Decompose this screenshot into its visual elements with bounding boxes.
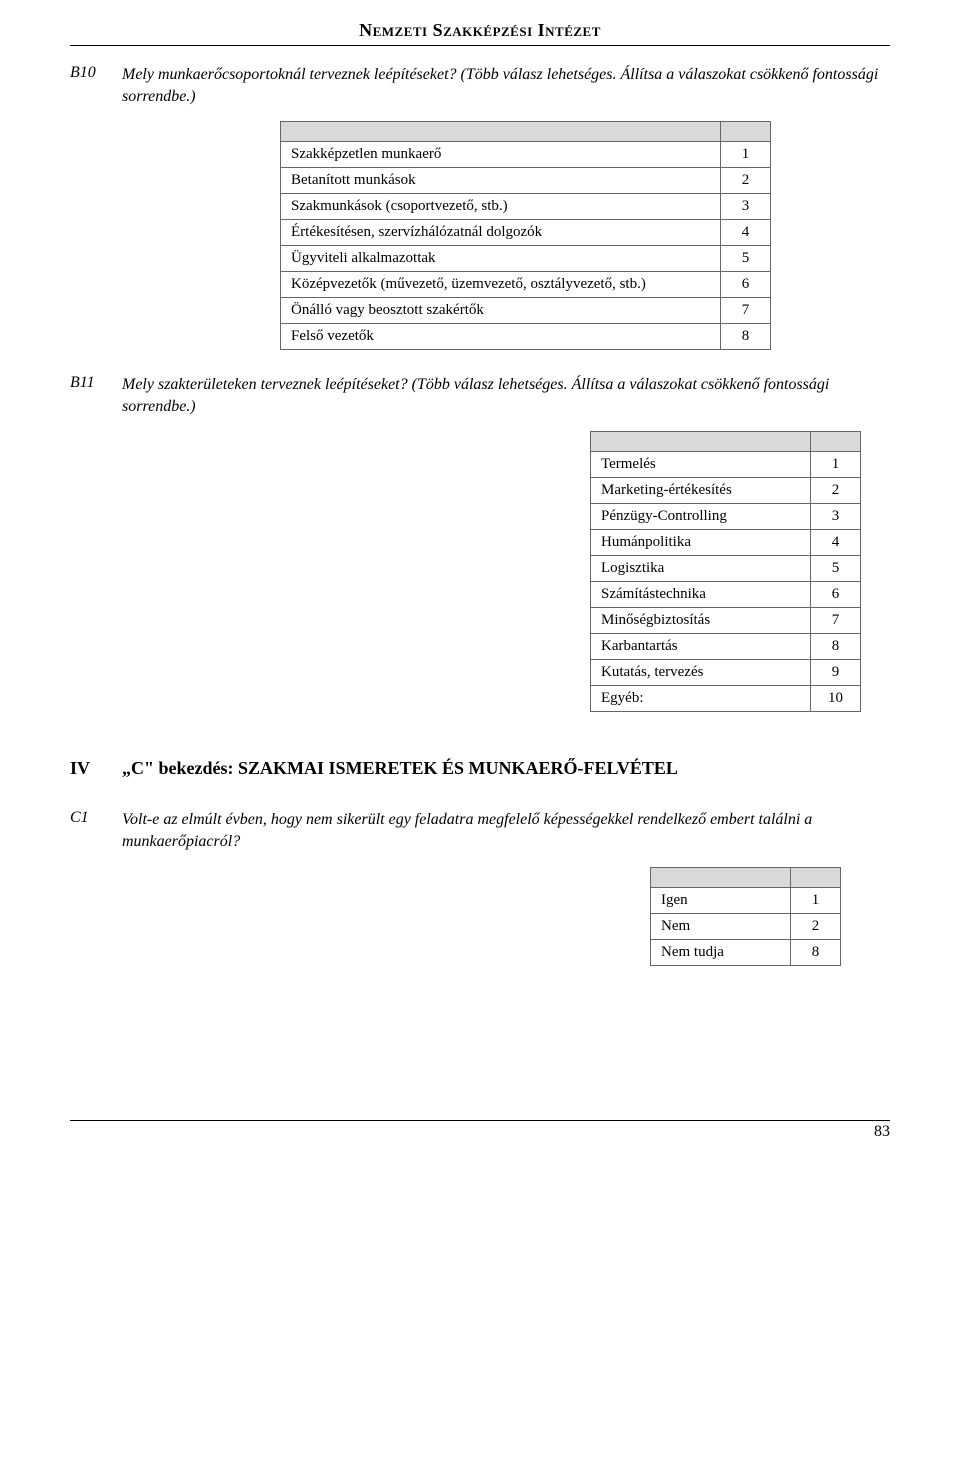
- table-header-row: [591, 432, 861, 452]
- question-text: Mely munkaerőcsoportoknál terveznek leép…: [122, 64, 890, 107]
- question-number: B10: [70, 64, 122, 82]
- table-b10: Szakképzetlen munkaerő1Betanított munkás…: [280, 121, 771, 350]
- page-number: 83: [70, 1121, 890, 1141]
- option-label: Szakképzetlen munkaerő: [281, 142, 721, 168]
- table-row: Humánpolitika4: [591, 530, 861, 556]
- option-label: Felső vezetők: [281, 324, 721, 350]
- table-row: Középvezetők (művezető, üzemvezető, oszt…: [281, 272, 771, 298]
- table-b11: Termelés1Marketing-értékesítés2Pénzügy-C…: [590, 431, 861, 712]
- question-c1: C1 Volt-e az elmúlt évben, hogy nem sike…: [70, 809, 890, 852]
- table-c1-wrap: Igen1Nem2Nem tudja8: [650, 867, 890, 990]
- table-row: Igen1: [651, 887, 841, 913]
- option-label: Ügyviteli alkalmazottak: [281, 246, 721, 272]
- option-label: Minőségbiztosítás: [591, 608, 811, 634]
- option-label: Termelés: [591, 452, 811, 478]
- option-code: 10: [811, 686, 861, 712]
- table-b11-wrap: Termelés1Marketing-értékesítés2Pénzügy-C…: [590, 431, 890, 736]
- table-row: Felső vezetők8: [281, 324, 771, 350]
- option-code: 3: [721, 194, 771, 220]
- question-number: C1: [70, 809, 122, 827]
- option-code: 4: [721, 220, 771, 246]
- option-label: Értékesítésen, szervízhálózatnál dolgozó…: [281, 220, 721, 246]
- table-row: Karbantartás8: [591, 634, 861, 660]
- option-code: 1: [721, 142, 771, 168]
- table-row: Minőségbiztosítás7: [591, 608, 861, 634]
- option-label: Humánpolitika: [591, 530, 811, 556]
- option-label: Egyéb:: [591, 686, 811, 712]
- option-label: Karbantartás: [591, 634, 811, 660]
- option-code: 1: [811, 452, 861, 478]
- option-code: 9: [811, 660, 861, 686]
- question-b10: B10 Mely munkaerőcsoportoknál terveznek …: [70, 64, 890, 107]
- option-label: Számítástechnika: [591, 582, 811, 608]
- option-code: 6: [811, 582, 861, 608]
- table-header-cell: [281, 122, 721, 142]
- table-header-row: [651, 867, 841, 887]
- option-code: 8: [811, 634, 861, 660]
- option-code: 2: [791, 913, 841, 939]
- table-row: Értékesítésen, szervízhálózatnál dolgozó…: [281, 220, 771, 246]
- option-code: 1: [791, 887, 841, 913]
- table-row: Egyéb:10: [591, 686, 861, 712]
- table-row: Pénzügy-Controlling3: [591, 504, 861, 530]
- table-header-cell: [791, 867, 841, 887]
- table-header-row: [281, 122, 771, 142]
- option-code: 8: [721, 324, 771, 350]
- option-label: Középvezetők (művezető, üzemvezető, oszt…: [281, 272, 721, 298]
- option-code: 8: [791, 939, 841, 965]
- section-number: IV: [70, 758, 122, 779]
- option-label: Szakmunkások (csoportvezető, stb.): [281, 194, 721, 220]
- section-title: „C" bekezdés: SZAKMAI ISMERETEK ÉS MUNKA…: [122, 758, 678, 779]
- option-label: Igen: [651, 887, 791, 913]
- table-row: Nem2: [651, 913, 841, 939]
- section-iv-heading: IV „C" bekezdés: SZAKMAI ISMERETEK ÉS MU…: [70, 758, 890, 779]
- table-row: Szakképzetlen munkaerő1: [281, 142, 771, 168]
- table-header-cell: [651, 867, 791, 887]
- table-b10-wrap: Szakképzetlen munkaerő1Betanított munkás…: [280, 121, 890, 374]
- option-code: 5: [721, 246, 771, 272]
- question-text: Mely szakterületeken terveznek leépítése…: [122, 374, 890, 417]
- table-row: Marketing-értékesítés2: [591, 478, 861, 504]
- option-label: Logisztika: [591, 556, 811, 582]
- table-row: Betanított munkások2: [281, 168, 771, 194]
- question-text: Volt-e az elmúlt évben, hogy nem sikerül…: [122, 809, 890, 852]
- option-code: 5: [811, 556, 861, 582]
- table-row: Nem tudja8: [651, 939, 841, 965]
- option-label: Kutatás, tervezés: [591, 660, 811, 686]
- question-b11: B11 Mely szakterületeken terveznek leépí…: [70, 374, 890, 417]
- table-c1: Igen1Nem2Nem tudja8: [650, 867, 841, 966]
- table-b10-body: Szakképzetlen munkaerő1Betanított munkás…: [281, 122, 771, 350]
- table-row: Kutatás, tervezés9: [591, 660, 861, 686]
- table-header-cell: [721, 122, 771, 142]
- option-code: 7: [811, 608, 861, 634]
- table-b11-body: Termelés1Marketing-értékesítés2Pénzügy-C…: [591, 432, 861, 712]
- table-row: Önálló vagy beosztott szakértők7: [281, 298, 771, 324]
- option-code: 3: [811, 504, 861, 530]
- option-code: 2: [721, 168, 771, 194]
- table-c1-body: Igen1Nem2Nem tudja8: [651, 867, 841, 965]
- table-row: Ügyviteli alkalmazottak5: [281, 246, 771, 272]
- option-label: Pénzügy-Controlling: [591, 504, 811, 530]
- question-number: B11: [70, 374, 122, 392]
- table-row: Szakmunkások (csoportvezető, stb.)3: [281, 194, 771, 220]
- option-label: Marketing-értékesítés: [591, 478, 811, 504]
- option-code: 6: [721, 272, 771, 298]
- table-row: Termelés1: [591, 452, 861, 478]
- option-label: Betanított munkások: [281, 168, 721, 194]
- table-header-cell: [811, 432, 861, 452]
- option-code: 2: [811, 478, 861, 504]
- option-label: Önálló vagy beosztott szakértők: [281, 298, 721, 324]
- table-header-cell: [591, 432, 811, 452]
- table-row: Logisztika5: [591, 556, 861, 582]
- option-label: Nem tudja: [651, 939, 791, 965]
- page-header: Nemzeti Szakképzési Intézet: [70, 20, 890, 46]
- option-label: Nem: [651, 913, 791, 939]
- option-code: 4: [811, 530, 861, 556]
- table-row: Számítástechnika6: [591, 582, 861, 608]
- option-code: 7: [721, 298, 771, 324]
